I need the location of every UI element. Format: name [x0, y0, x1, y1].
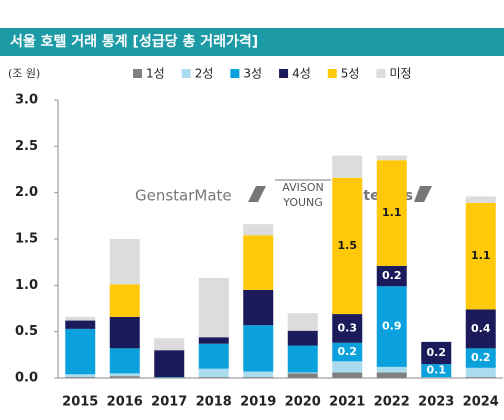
bar-segment	[465, 367, 496, 378]
bar-segment	[376, 372, 407, 378]
bar-segment	[332, 361, 363, 373]
data-label: 0.1	[427, 364, 447, 377]
bar-segment	[332, 177, 363, 315]
legend-swatch	[327, 69, 337, 78]
legend-swatch	[376, 69, 386, 78]
y-tick-label: 1.5	[15, 232, 38, 247]
logo-mark	[248, 186, 266, 202]
logo-mark	[414, 186, 432, 202]
data-label: 0.9	[382, 320, 402, 333]
x-tick-label: 2024	[463, 395, 499, 410]
x-tick-label: 2020	[285, 395, 321, 410]
y-tick-label: 2.0	[15, 185, 38, 200]
bar-segment	[376, 160, 407, 266]
x-tick-label: 2017	[151, 395, 187, 410]
data-label: 1.1	[471, 249, 491, 262]
bar-segment	[332, 342, 363, 362]
bar-segment	[376, 265, 407, 287]
bar-segment	[287, 373, 318, 378]
y-tick-label: 1.0	[15, 278, 38, 293]
bar-segment	[198, 343, 229, 369]
bar-segment	[287, 313, 318, 331]
y-tick-label: 2.5	[15, 139, 38, 154]
bar-segment	[465, 196, 496, 203]
data-label: 0.2	[338, 345, 358, 358]
legend-label: 1성	[146, 67, 165, 81]
legend-swatch	[230, 69, 240, 78]
x-tick-label: 2023	[418, 395, 454, 410]
legend-label: 2성	[195, 67, 214, 81]
x-tick-label: 2018	[196, 395, 232, 410]
bar-segment	[65, 316, 96, 321]
logo: AVISON	[282, 181, 323, 194]
bar-segment	[198, 337, 229, 344]
bar-segment	[332, 372, 363, 378]
bar-segment	[243, 235, 274, 290]
y-tick-label: 3.0	[15, 93, 38, 108]
legend-label: 5성	[341, 67, 360, 81]
bar-segment	[376, 155, 407, 161]
data-label: 1.5	[338, 239, 358, 252]
legend-swatch	[133, 69, 142, 78]
bar-segment	[109, 316, 140, 349]
bar-segment	[421, 341, 452, 365]
bar-segment	[65, 374, 96, 378]
legend-swatch	[181, 69, 191, 78]
bar-segment	[65, 328, 96, 375]
y-axis-label: (조 원)	[8, 67, 40, 80]
title-bar	[0, 28, 504, 56]
bar-segment	[376, 286, 407, 367]
bar-segment	[109, 239, 140, 285]
bar-segment	[376, 366, 407, 373]
logo: YOUNG	[282, 196, 323, 209]
bar-segment	[465, 202, 496, 310]
y-tick-label: 0.5	[15, 324, 38, 339]
bar-segment	[421, 364, 452, 378]
bar-segment	[243, 224, 274, 236]
bar-segment	[109, 348, 140, 374]
data-label: 1.1	[382, 206, 402, 219]
x-tick-label: 2021	[329, 395, 365, 410]
bar-segment	[154, 338, 185, 351]
bar-segment	[332, 155, 363, 178]
bar-segment	[154, 350, 185, 378]
x-tick-label: 2019	[240, 395, 276, 410]
bar-segment	[287, 372, 318, 374]
bar-segment	[243, 325, 274, 372]
bar-segment	[465, 348, 496, 368]
logo-box	[275, 180, 331, 212]
bar-segment	[109, 376, 140, 378]
y-tick-label: 0.0	[15, 371, 38, 386]
legend-label: 미정	[389, 67, 411, 81]
legend-label: 4성	[292, 67, 311, 81]
bar-segment	[109, 373, 140, 377]
logo: GenstarMate	[135, 187, 232, 205]
bar-segment	[332, 314, 363, 343]
legend-label: 3성	[243, 67, 262, 81]
x-tick-label: 2016	[107, 395, 143, 410]
bar-segment	[465, 309, 496, 349]
bar-segment	[109, 284, 140, 317]
x-tick-label: 2022	[374, 395, 410, 410]
data-label: 0.3	[338, 321, 358, 334]
bar-segment	[243, 289, 274, 326]
data-label: 0.4	[471, 322, 491, 335]
data-label: 0.2	[382, 269, 402, 282]
bar-segment	[287, 345, 318, 373]
chart-title: 서울 호텔 거래 통계 [성급당 총 거래가격]	[10, 33, 258, 50]
bar-segment	[65, 320, 96, 329]
x-tick-label: 2015	[62, 395, 98, 410]
bar-segment	[243, 371, 274, 378]
data-label: 0.2	[427, 346, 447, 359]
bar-segment	[198, 277, 229, 338]
data-label: 0.2	[471, 351, 491, 364]
legend-swatch	[279, 69, 289, 78]
bar-segment	[198, 368, 229, 378]
bar-segment	[287, 330, 318, 346]
